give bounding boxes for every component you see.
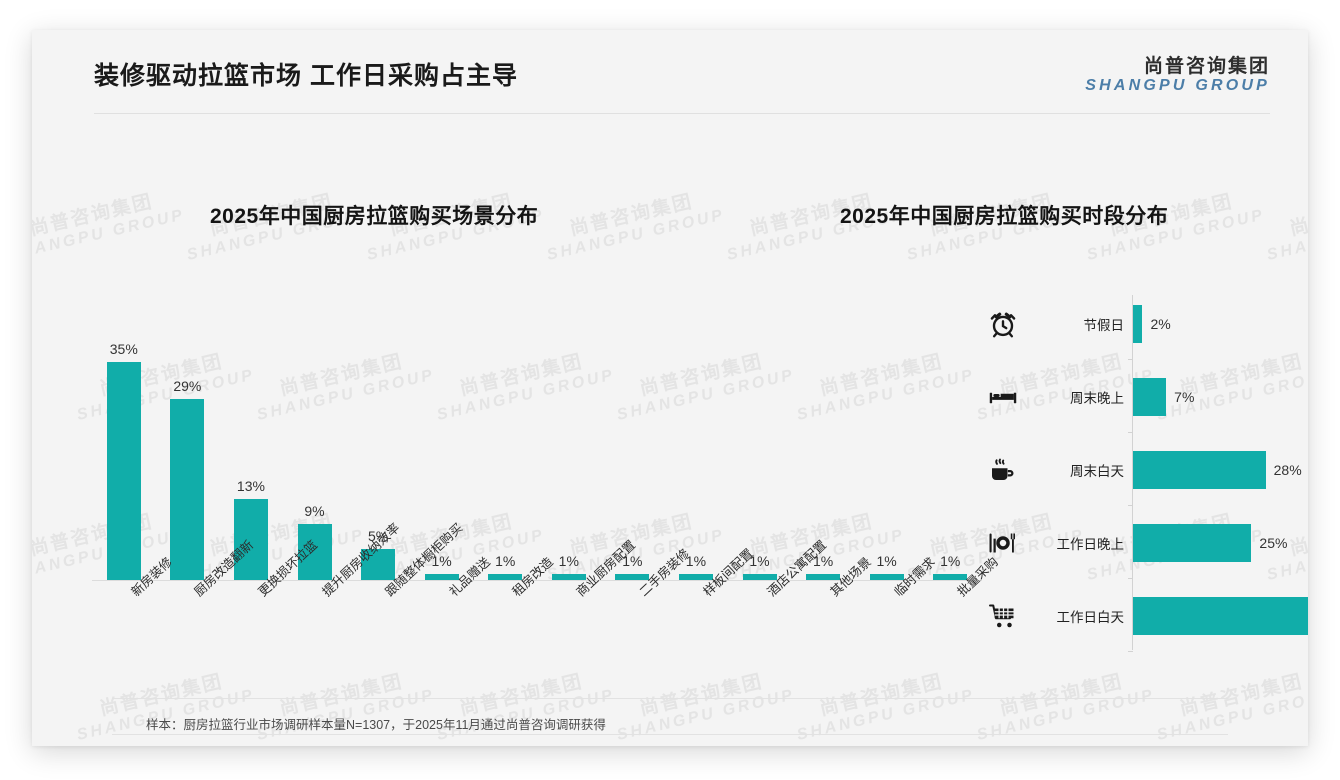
bar-value-label: 1% (431, 552, 452, 569)
table-row[interactable]: 1% (488, 300, 523, 580)
bar-value-label: 35% (109, 341, 138, 357)
bar-value-label: 25% (1259, 535, 1288, 551)
bar-column[interactable] (361, 548, 396, 580)
bar-column[interactable] (170, 399, 205, 580)
bar-value-label: 28% (1273, 462, 1302, 478)
table-row[interactable]: 5% (361, 300, 396, 580)
table-row[interactable]: 1% (869, 300, 904, 580)
table-row[interactable]: 13% (233, 300, 268, 580)
bar-value-label: 9% (304, 502, 325, 519)
table-row[interactable]: 9% (297, 300, 332, 580)
table-row[interactable]: 1% (806, 300, 841, 580)
right-chart-axis (1132, 295, 1133, 650)
right-chart-title: 2025年中国厨房拉篮购买时段分布 (840, 205, 1169, 228)
bar-column[interactable] (742, 573, 777, 580)
category-label: 工作日晚上 (1056, 537, 1125, 552)
bar-column[interactable] (933, 573, 968, 580)
bar-column[interactable] (806, 573, 841, 580)
axis-tick (1128, 578, 1133, 579)
header-divider (94, 113, 1270, 114)
report-card: 尚普咨询集团 SHANGPU GROUP 尚普咨询集团 SHANGPU GROUP 尚普… (32, 30, 1308, 746)
list-item[interactable]: 周末晚上 7% (972, 364, 1302, 430)
table-row[interactable]: 35% (106, 300, 141, 580)
logo-text-cn: 尚普咨询集团 (1143, 56, 1270, 77)
category-label: 工作日白天 (1056, 610, 1125, 625)
brand-logo: 尚普咨询集团 SHANGPU GROUP (1085, 56, 1270, 95)
axis-tick (1128, 359, 1133, 360)
table-row[interactable]: 1% (933, 300, 968, 580)
bar-value-label: 5% (367, 527, 389, 544)
table-row[interactable]: 1% (424, 300, 459, 580)
bar-column[interactable] (869, 573, 904, 580)
axis-tick (1128, 651, 1133, 652)
bar-column[interactable] (615, 573, 650, 580)
list-item[interactable]: 工作日白天38% (972, 583, 1308, 649)
bar-row[interactable] (1133, 451, 1266, 489)
bar-value-label: 1% (622, 552, 643, 569)
card-header: 装修驱动拉篮市场 工作日采购占主导 尚普咨询集团 SHANGPU GROUP (32, 30, 1308, 120)
left-chart-plot-area: 35% 29% 13% 9% 5% 1% 1% 1% 1% 1% 1% 1% 1% 1% (92, 300, 982, 580)
left-chart-baseline (92, 580, 982, 581)
page-title: 装修驱动拉篮市场 工作日采购占主导 (94, 62, 518, 90)
left-chart-title: 2025年中国厨房拉篮购买场景分布 (210, 205, 539, 228)
dinner-plate-icon (986, 526, 1020, 560)
table-row[interactable]: 1% (742, 300, 777, 580)
bed-icon (986, 380, 1020, 414)
category-label: 周末晚上 (1070, 391, 1124, 406)
table-row[interactable]: 29% (170, 300, 205, 580)
list-item[interactable]: 周末白天 28% (972, 437, 1302, 503)
sample-note: 样本：厨房拉篮行业市场调研样本量N=1307，于2025年11月通过尚普咨询调研… (146, 718, 606, 732)
list-item[interactable]: 节假日 2% (972, 291, 1302, 357)
bar-column[interactable] (488, 573, 523, 580)
category-label: 周末白天 (1070, 464, 1124, 479)
bar-column[interactable] (297, 523, 332, 580)
bar-value-label: 1% (558, 552, 579, 569)
bar-value-label: 7% (1174, 389, 1195, 405)
bar-value-label: 1% (940, 552, 961, 569)
purchase-scenario-chart: 35% 29% 13% 9% 5% 1% 1% 1% 1% 1% 1% 1% 1% 1% 新房装修 厨房改造… (62, 280, 1001, 680)
axis-tick (1128, 505, 1133, 506)
coffee-mug-icon (986, 453, 1020, 487)
bar-column[interactable] (424, 573, 459, 580)
bar-row[interactable] (1133, 378, 1167, 416)
bar-row[interactable] (1133, 597, 1308, 635)
axis-tick (1128, 432, 1133, 433)
bar-column[interactable] (233, 499, 268, 580)
table-row[interactable]: 1% (678, 300, 713, 580)
note-divider-bottom (112, 734, 1228, 735)
bar-row[interactable] (1133, 524, 1252, 562)
logo-text-en: SHANGPU GROUP (1085, 77, 1270, 95)
table-row[interactable]: 1% (615, 300, 650, 580)
purchase-timeslot-chart: 节假日 2% 周末晚上 7% 周末白天 28% 工作日晚上 25% 工作日白天38% (972, 285, 1308, 665)
list-item[interactable]: 工作日晚上 25% (972, 510, 1302, 576)
note-divider-top (112, 698, 1228, 699)
bar-value-label: 1% (495, 552, 516, 569)
card-footer: ©2026.1 SHANGPU GROUP www.shangpu-china.… (32, 743, 1308, 746)
category-label: 节假日 (1083, 318, 1125, 333)
bar-column[interactable] (678, 573, 713, 580)
bar-value-label: 1% (685, 552, 707, 569)
bar-value-label: 13% (236, 478, 265, 495)
bar-value-label: 2% (1150, 316, 1171, 332)
bar-value-label: 1% (812, 552, 834, 569)
bar-column[interactable] (106, 362, 141, 580)
bar-column[interactable] (551, 573, 586, 580)
alarm-clock-icon (986, 307, 1020, 341)
shopping-cart-icon (986, 599, 1020, 633)
bar-value-label: 1% (749, 552, 770, 569)
bar-value-label: 29% (173, 378, 202, 395)
table-row[interactable]: 1% (551, 300, 586, 580)
bar-row[interactable] (1133, 305, 1143, 343)
bar-value-label: 1% (876, 552, 897, 569)
